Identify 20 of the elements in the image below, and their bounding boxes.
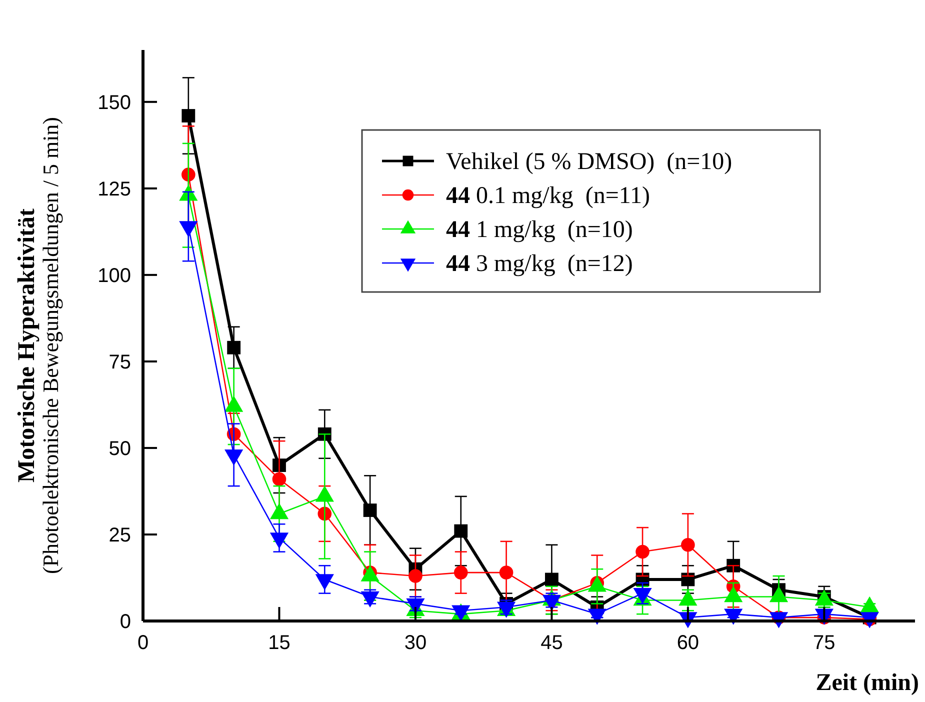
y-tick-label: 0 (120, 611, 131, 633)
y2-axis-title: (Photoelektronische Bewegungsmeldungen / 5 min) (38, 116, 63, 574)
x-tick-label: 60 (676, 632, 700, 654)
x-tick-label: 15 (268, 632, 290, 654)
y-tick-label: 100 (98, 264, 131, 287)
x-tick-label: 0 (137, 632, 149, 654)
legend-label: 44 0.1 mg/kg (n=11) (446, 183, 650, 209)
legend-label: Vehikel (5 % DMSO) (n=10) (446, 149, 732, 175)
x-tick-label: 45 (540, 632, 563, 654)
y-tick-label: 50 (108, 438, 131, 460)
x-tick-label: 75 (813, 632, 836, 654)
y-tick-label: 75 (108, 351, 131, 374)
y-axis-title: Motorische Hyperaktivität (14, 208, 40, 482)
y-tick-label: 25 (108, 524, 131, 546)
y-tick-label: 150 (98, 92, 131, 114)
x-tick-label: 30 (404, 632, 427, 654)
legend-label: 44 1 mg/kg (n=10) (446, 217, 633, 243)
legend-label: 44 3 mg/kg (n=12) (446, 251, 633, 277)
x-axis-title: Zeit (min) (816, 670, 919, 696)
y-tick-label: 125 (98, 178, 131, 200)
